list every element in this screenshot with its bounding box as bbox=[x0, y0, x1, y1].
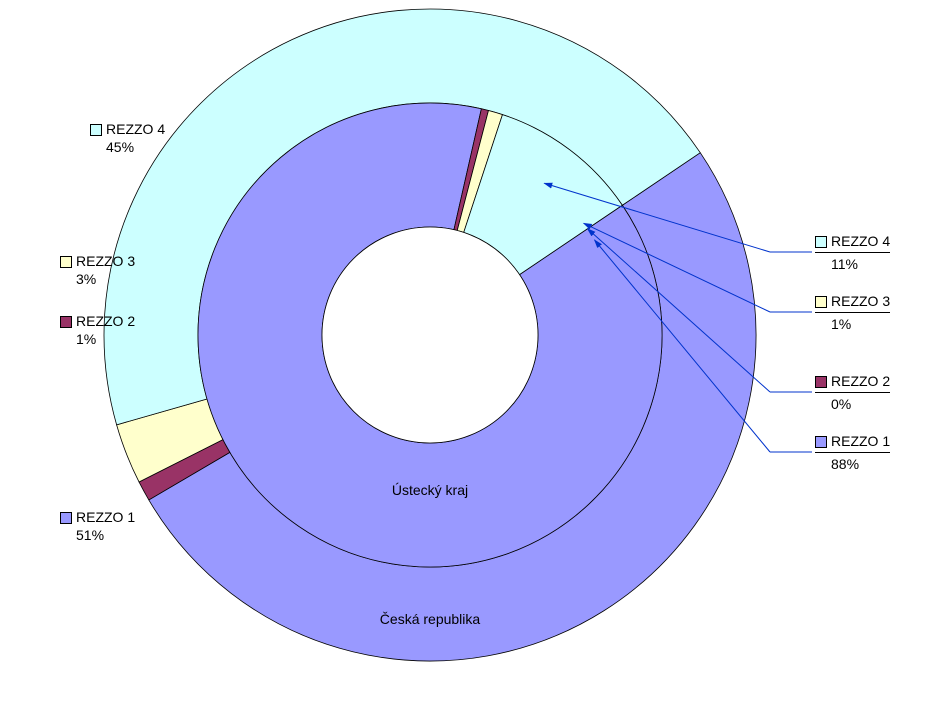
legend-swatch bbox=[60, 512, 72, 524]
label-text: REZZO 4 bbox=[106, 121, 165, 137]
label-pct: 1% bbox=[815, 312, 890, 333]
label-text: REZZO 1 bbox=[76, 509, 135, 525]
slice-label: REZZO 3 1% bbox=[815, 292, 890, 333]
label-text: REZZO 4 bbox=[831, 233, 890, 249]
label-text: REZZO 1 bbox=[831, 433, 890, 449]
label-pct: 88% bbox=[815, 452, 890, 473]
label-text: REZZO 3 bbox=[76, 253, 135, 269]
label-pct: 51% bbox=[60, 526, 135, 544]
label-text: REZZO 3 bbox=[831, 293, 890, 309]
ring-label-inner: Ústecký kraj bbox=[392, 482, 468, 498]
label-pct: 1% bbox=[60, 330, 135, 348]
legend-swatch bbox=[60, 316, 72, 328]
slice-label: REZZO 4 11% bbox=[815, 232, 890, 273]
chart-svg: Ústecký kraj Česká republika bbox=[0, 0, 934, 702]
label-pct: 45% bbox=[90, 138, 165, 156]
legend-swatch bbox=[90, 124, 102, 136]
nested-donut-chart: Ústecký krajČeská republika REZZO 445%RE… bbox=[0, 0, 934, 702]
label-pct: 11% bbox=[815, 252, 890, 273]
legend-swatch bbox=[815, 376, 827, 388]
label-text: REZZO 2 bbox=[76, 313, 135, 329]
label-pct: 3% bbox=[60, 270, 135, 288]
slice-label: REZZO 445% bbox=[90, 120, 165, 156]
legend-swatch bbox=[815, 296, 827, 308]
legend-swatch bbox=[60, 256, 72, 268]
donut-hole bbox=[322, 227, 538, 443]
slice-label: REZZO 33% bbox=[60, 252, 135, 288]
slice-label: REZZO 151% bbox=[60, 508, 135, 544]
legend-swatch bbox=[815, 236, 827, 248]
ring-label-outer: Česká republika bbox=[380, 611, 481, 627]
slice-label: REZZO 1 88% bbox=[815, 432, 890, 473]
label-text: REZZO 2 bbox=[831, 373, 890, 389]
slice-label: REZZO 21% bbox=[60, 312, 135, 348]
label-pct: 0% bbox=[815, 392, 890, 413]
slice-label: REZZO 2 0% bbox=[815, 372, 890, 413]
legend-swatch bbox=[815, 436, 827, 448]
